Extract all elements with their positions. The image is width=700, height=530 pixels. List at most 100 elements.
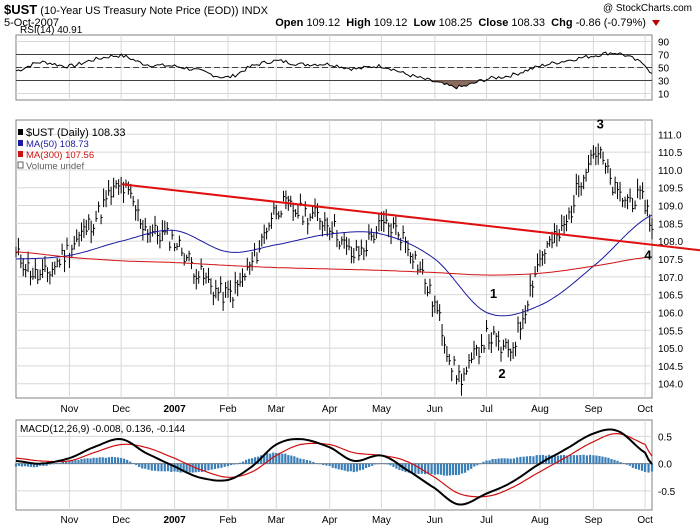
macd-histogram-bar — [275, 452, 278, 464]
macd-histogram-bar — [579, 454, 582, 464]
macd-histogram-bar — [569, 455, 572, 464]
macd-histogram-bar — [141, 463, 144, 469]
price-tick-label: 110.5 — [658, 148, 683, 159]
macd-histogram-bar — [77, 459, 80, 464]
macd-histogram-bar — [535, 455, 538, 464]
symbol-label: $UST — [4, 2, 38, 17]
macd-histogram-bar — [457, 463, 461, 475]
macd-histogram-bar — [512, 458, 516, 464]
macd-histogram-bar — [604, 457, 607, 464]
chg-value: -0.86 (-0.79%) — [575, 17, 646, 29]
macd-histogram-bar — [86, 458, 89, 464]
macd-histogram-bar — [207, 463, 210, 471]
macd-histogram-bar — [229, 463, 233, 466]
macd-histogram-bar — [592, 455, 595, 464]
macd-histogram-bar — [132, 463, 135, 464]
macd-histogram-bar — [182, 463, 185, 473]
macd-histogram-bar — [482, 461, 485, 464]
macd-x-tick-label: 2007 — [163, 515, 186, 526]
macd-histogram-bar — [278, 452, 281, 464]
macd-histogram-bar — [315, 463, 318, 464]
quote-bar: Open 109.12 High 109.12 Low 108.25 Close… — [275, 17, 660, 29]
macd-histogram-bar — [340, 463, 343, 471]
macd-histogram-bar — [89, 458, 92, 464]
price-x-tick-label: Oct — [637, 404, 653, 415]
macd-histogram-bar — [460, 463, 464, 474]
macd-histogram-bar — [107, 457, 110, 464]
chart-header: $UST (10-Year US Treasury Note Price (EO… — [4, 2, 268, 17]
macd-histogram-bar — [497, 458, 500, 464]
macd-histogram-bar — [147, 463, 150, 470]
macd-histogram-bar — [42, 463, 45, 467]
macd-histogram-bar — [479, 463, 482, 465]
macd-histogram-bar — [318, 463, 322, 465]
rsi-tick-label: 10 — [658, 90, 670, 101]
macd-x-tick-label: Apr — [322, 515, 338, 526]
macd-histogram-bar — [368, 463, 371, 467]
macd-histogram-bar — [473, 463, 476, 467]
macd-histogram-bar — [71, 460, 74, 464]
macd-histogram-bar — [98, 457, 101, 464]
macd-histogram-bar — [55, 463, 58, 464]
macd-histogram-bar — [625, 463, 628, 465]
chg-label: Chg — [551, 17, 573, 29]
macd-histogram-bar — [601, 456, 604, 464]
macd-histogram-bar — [26, 463, 30, 467]
close-value: 108.33 — [511, 17, 546, 29]
macd-histogram-bar — [74, 460, 77, 464]
macd-histogram-bar — [61, 461, 65, 464]
price-tick-label: 106.0 — [658, 308, 683, 319]
macd-histogram-bar — [58, 463, 61, 464]
macd-histogram-bar — [238, 462, 242, 464]
macd-histogram-bar — [170, 463, 173, 472]
macd-histogram-bar — [217, 463, 220, 469]
macd-histogram-bar — [325, 463, 328, 466]
macd-histogram-bar — [191, 463, 194, 473]
macd-histogram-bar — [637, 463, 641, 470]
price-x-tick-label: Mar — [268, 404, 286, 415]
macd-histogram-bar — [52, 463, 55, 465]
macd-histogram-bar — [309, 460, 312, 464]
macd-histogram-bar — [129, 461, 132, 464]
macd-histogram-bar — [83, 458, 86, 464]
price-x-tick-label: Sep — [584, 404, 602, 415]
macd-histogram-bar — [650, 463, 654, 472]
macd-histogram-bar — [352, 463, 355, 473]
rsi-tick-label: 30 — [658, 77, 670, 88]
macd-histogram-bar — [104, 457, 107, 464]
macd-histogram-bar — [463, 463, 467, 473]
macd-histogram-bar — [616, 460, 619, 464]
macd-histogram-bar — [451, 463, 455, 476]
macd-histogram-bar — [349, 463, 352, 472]
macd-histogram-bar — [185, 463, 188, 472]
macd-histogram-bar — [179, 463, 182, 473]
macd-histogram-bar — [39, 463, 42, 466]
price-tick-label: 107.0 — [658, 273, 683, 284]
macd-signal-line — [15, 432, 653, 498]
macd-histogram-bar — [550, 455, 554, 464]
macd-histogram-bar — [417, 463, 420, 474]
macd-histogram-bar — [173, 463, 176, 472]
wave-label-1: 1 — [490, 286, 497, 301]
macd-histogram-bar — [101, 457, 104, 464]
macd-tick-label: 0.5 — [658, 432, 672, 443]
macd-histogram-bar — [223, 463, 226, 467]
price-tick-label: 108.0 — [658, 237, 683, 248]
legend-swatch — [17, 161, 24, 169]
macd-histogram-bar — [532, 456, 535, 464]
trendline — [121, 183, 700, 252]
macd-histogram-bar — [20, 463, 24, 467]
price-tick-label: 105.0 — [658, 344, 683, 355]
macd-histogram-bar — [433, 463, 436, 475]
macd-histogram-bar — [644, 463, 647, 472]
macd-histogram-bar — [516, 457, 519, 464]
macd-histogram-bar — [566, 455, 569, 464]
macd-histogram-bar — [506, 458, 509, 464]
macd-histogram-bar — [213, 463, 217, 469]
macd-histogram-bar — [589, 454, 592, 464]
rsi-label: RSI(14) 40.91 — [20, 25, 83, 36]
down-arrow-icon — [652, 20, 660, 27]
macd-histogram-bar — [241, 461, 245, 464]
macd-histogram-bar — [302, 459, 305, 464]
macd-x-tick-label: Oct — [637, 515, 653, 526]
